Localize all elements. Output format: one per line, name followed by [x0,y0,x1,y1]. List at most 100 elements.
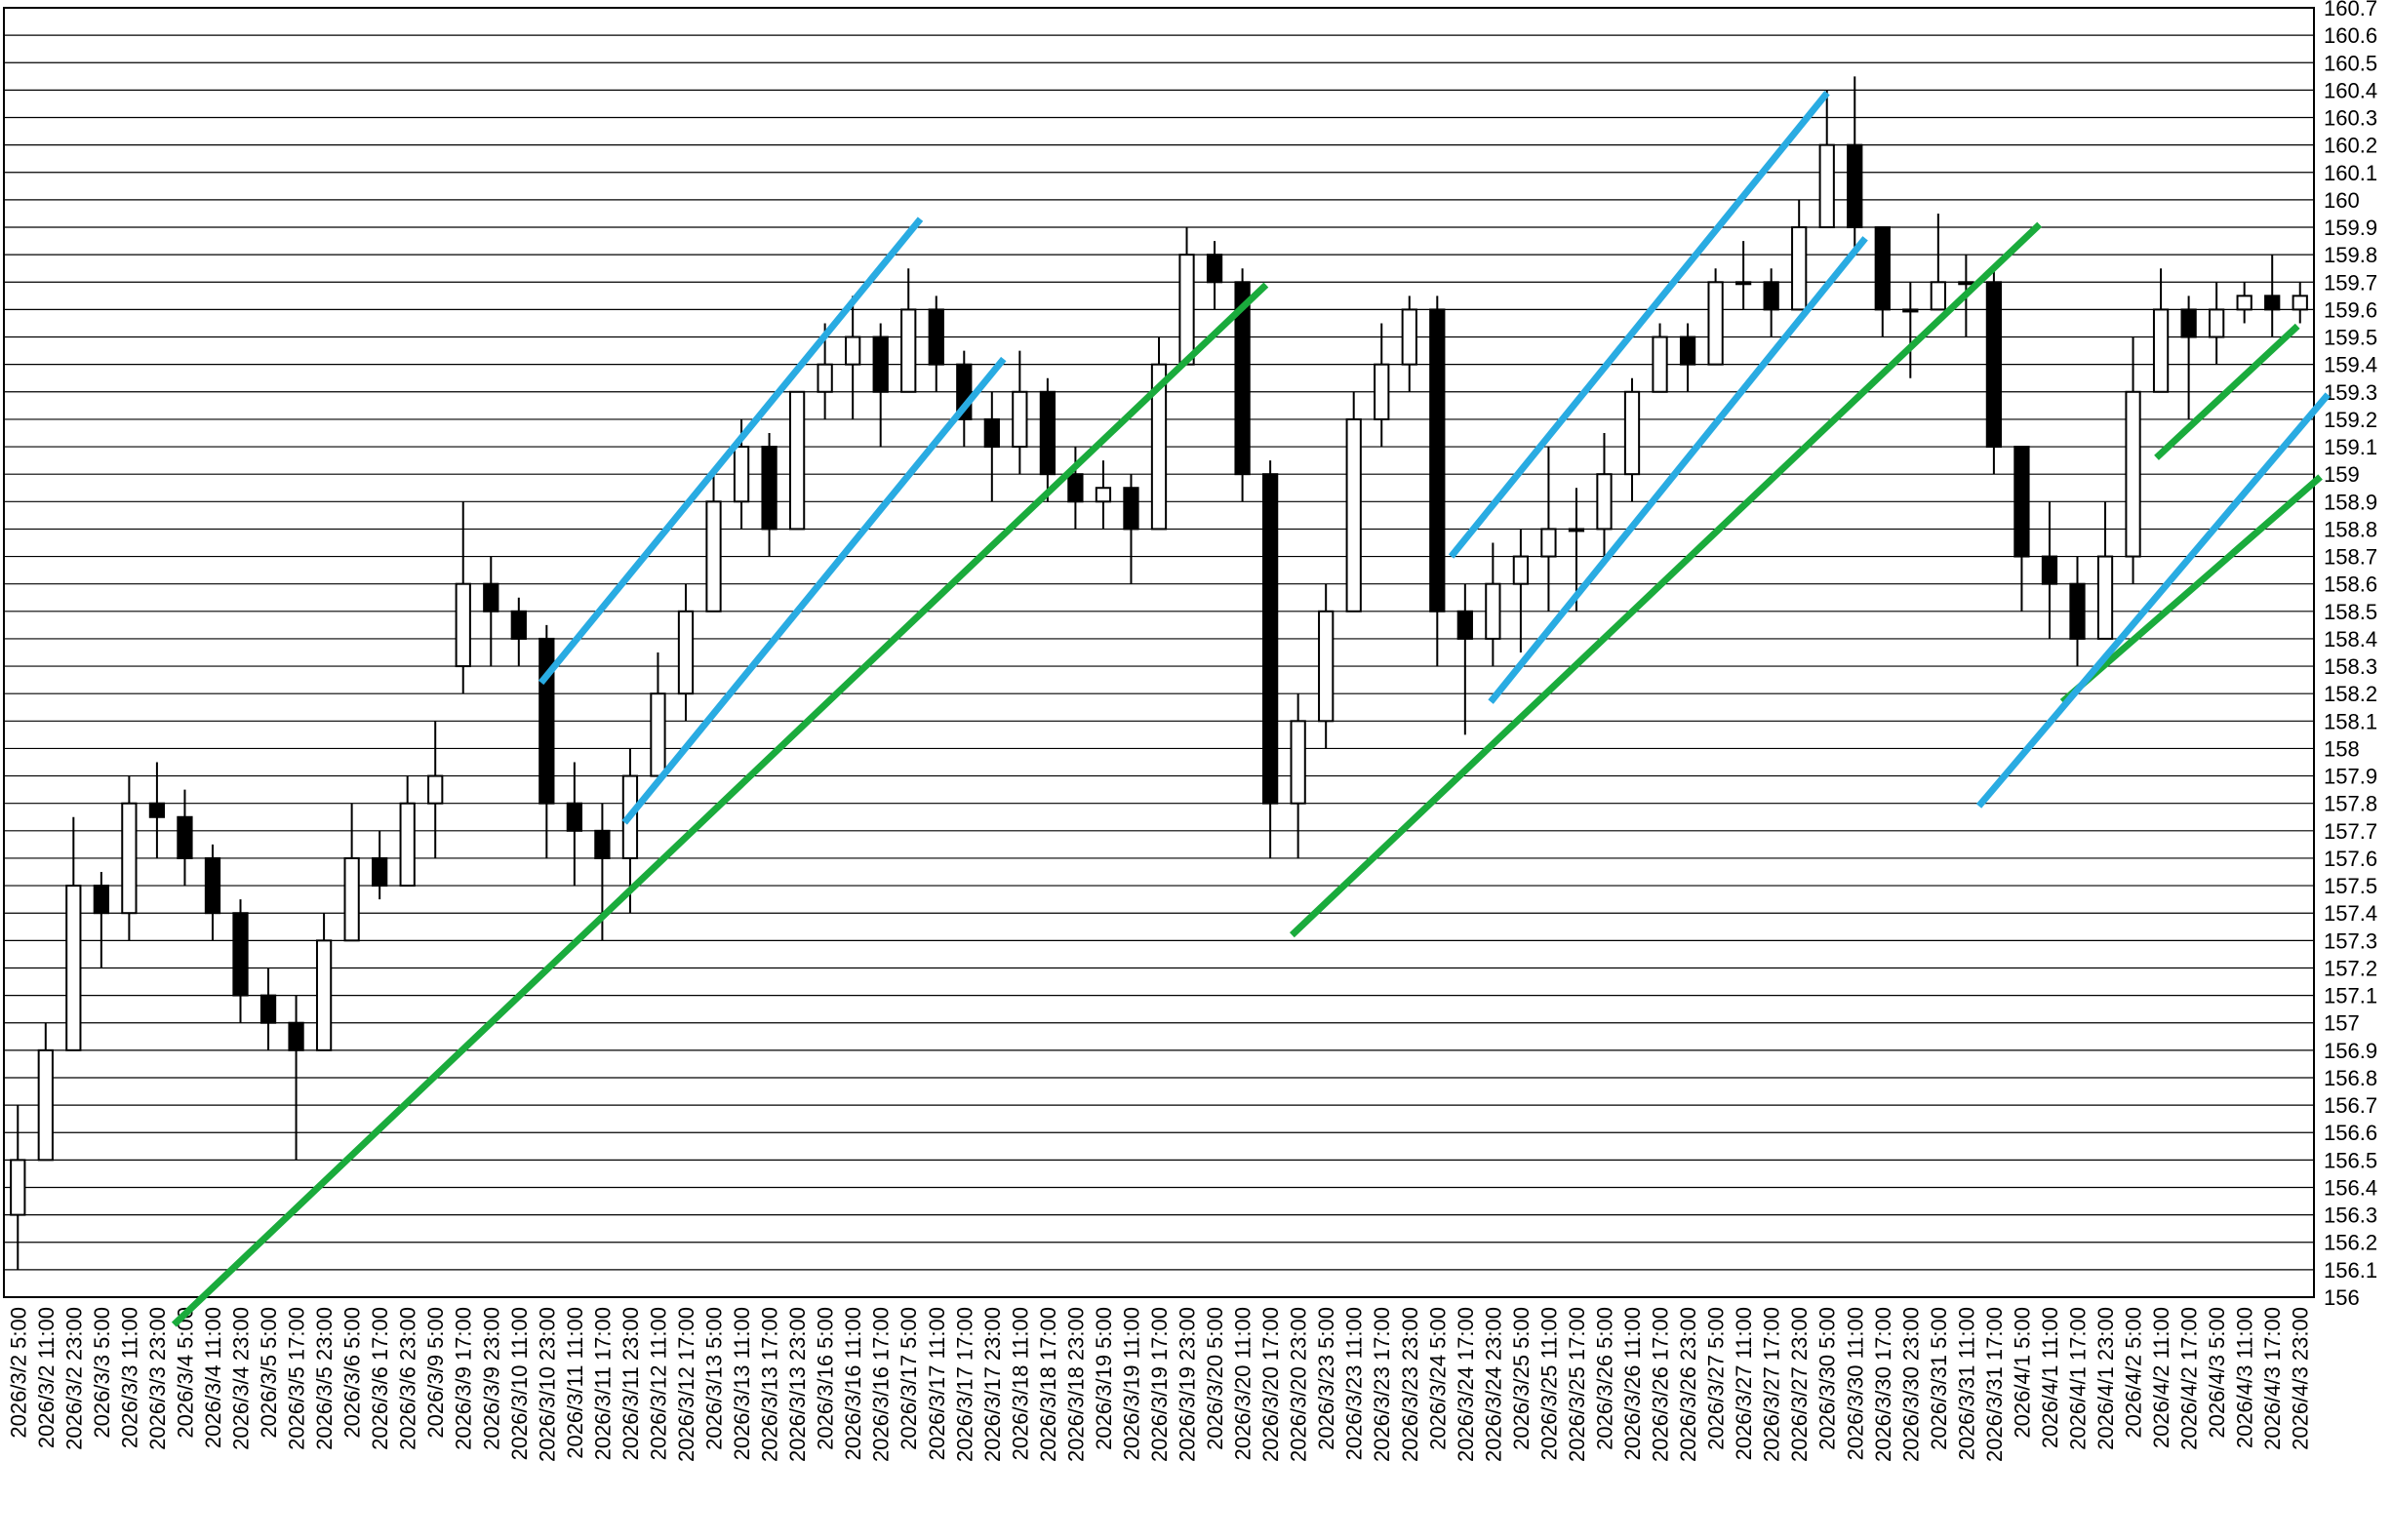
x-tick-label: 2026/3/5 23:00 [312,1307,337,1450]
x-tick-label: 2026/3/24 5:00 [1425,1307,1450,1450]
x-tick-label: 2026/3/31 11:00 [1954,1307,1978,1460]
y-tick-label: 157.7 [2324,819,2377,844]
candle-body [2236,295,2252,311]
x-tick-label: 2026/3/20 5:00 [1203,1307,1227,1450]
candle-body [1206,254,1223,284]
candle-body [2180,308,2197,338]
candle-body [845,336,861,366]
candle-body [1290,720,1306,805]
x-tick-label: 2026/3/23 11:00 [1342,1307,1367,1460]
x-tick-label: 2026/3/30 5:00 [1815,1307,1840,1450]
candle-body [1178,254,1195,366]
candle-body [1401,308,1417,366]
x-tick-label: 2026/3/23 5:00 [1314,1307,1338,1450]
candle-body [872,336,889,393]
y-tick-label: 156.2 [2324,1231,2377,1255]
candle-body [2041,555,2058,585]
x-tick-label: 2026/3/3 5:00 [90,1307,114,1439]
candle-body [594,829,611,859]
x-tick-label: 2026/3/27 5:00 [1704,1307,1729,1450]
x-tick-label: 2026/3/5 5:00 [257,1307,281,1439]
candle-body [566,802,582,832]
x-tick-label: 2026/3/23 23:00 [1398,1307,1422,1462]
candle-body [1930,281,1946,311]
trend-line [1448,90,1830,559]
candle-body [259,994,277,1024]
candle-body [1429,308,1446,612]
candle-body [983,417,1000,449]
candle-body [1318,610,1335,723]
x-tick-label: 2026/3/27 23:00 [1787,1307,1812,1462]
y-tick-label: 156 [2324,1285,2360,1310]
y-tick-label: 158.5 [2324,600,2377,624]
x-tick-label: 2026/3/17 5:00 [897,1307,921,1450]
candle-body [288,1021,304,1051]
y-tick-label: 159 [2324,462,2360,487]
candle-body [705,500,722,612]
y-tick-label: 158.6 [2324,573,2377,597]
candle-body [1596,473,1613,531]
x-tick-label: 2026/3/4 11:00 [201,1307,225,1448]
x-tick-label: 2026/4/3 5:00 [2205,1307,2229,1439]
candle-body [900,308,917,393]
candle-body [1150,363,1168,531]
trend-line [171,282,1269,1327]
x-tick-label: 2026/3/16 11:00 [841,1307,865,1460]
y-tick-label: 160.6 [2324,23,2377,48]
x-tick-label: 2026/4/3 11:00 [2233,1307,2257,1448]
plot-frame [3,7,2315,1298]
x-tick-label: 2026/3/25 11:00 [1536,1307,1561,1460]
candle-body [1456,610,1473,640]
y-tick-label: 159.3 [2324,380,2377,405]
candle-body [1818,143,1835,229]
trend-line [538,217,924,686]
x-tick-label: 2026/3/24 17:00 [1454,1307,1478,1462]
candle-body [650,692,666,777]
candle-body [1039,390,1056,476]
x-tick-label: 2026/4/2 17:00 [2177,1307,2202,1450]
x-tick-label: 2026/3/17 23:00 [980,1307,1005,1462]
x-tick-label: 2026/3/2 5:00 [6,1307,30,1439]
x-tick-label: 2026/3/10 23:00 [535,1307,559,1462]
candle-body [1985,281,2003,449]
candle-body [2292,295,2308,311]
y-tick-label: 156.3 [2324,1204,2377,1228]
x-tick-label: 2026/3/18 23:00 [1063,1307,1088,1462]
x-tick-label: 2026/4/1 17:00 [2065,1307,2090,1450]
x-tick-label: 2026/4/1 11:00 [2038,1307,2062,1448]
x-tick-label: 2026/3/16 5:00 [814,1307,838,1450]
candle-body [2069,582,2086,640]
candle-body [372,856,388,888]
x-tick-label: 2026/3/11 17:00 [590,1307,615,1460]
candle-body [121,802,138,915]
x-tick-label: 2026/3/19 23:00 [1176,1307,1200,1462]
candle-body [1261,473,1279,805]
y-tick-label: 157.9 [2324,765,2377,789]
candle-body [1902,308,1919,313]
x-tick-label: 2026/3/9 5:00 [423,1307,448,1439]
x-tick-label: 2026/3/12 17:00 [674,1307,698,1462]
candle-body [65,885,82,1051]
y-tick-label: 159.8 [2324,243,2377,267]
candle-body [817,363,833,393]
x-tick-label: 2026/3/30 23:00 [1898,1307,1923,1462]
x-tick-label: 2026/3/13 23:00 [785,1307,810,1462]
x-tick-label: 2026/3/30 17:00 [1871,1307,1895,1462]
y-tick-label: 158.8 [2324,517,2377,541]
candle-body [1374,363,1390,420]
trend-line [621,356,1007,825]
y-tick-label: 159.2 [2324,408,2377,432]
candle-body [1652,336,1668,393]
y-tick-label: 158.9 [2324,490,2377,514]
candle-body [10,1159,26,1216]
y-tick-label: 157.6 [2324,847,2377,871]
candle-body [928,308,944,366]
x-tick-label: 2026/3/19 17:00 [1147,1307,1172,1462]
y-tick-label: 156.1 [2324,1258,2377,1283]
candle-body [1568,528,1585,533]
y-tick-label: 156.9 [2324,1039,2377,1063]
candle-body [1485,582,1501,640]
candle-body [733,446,750,503]
x-tick-label: 2026/3/6 17:00 [368,1307,392,1450]
candle-body [538,637,555,805]
